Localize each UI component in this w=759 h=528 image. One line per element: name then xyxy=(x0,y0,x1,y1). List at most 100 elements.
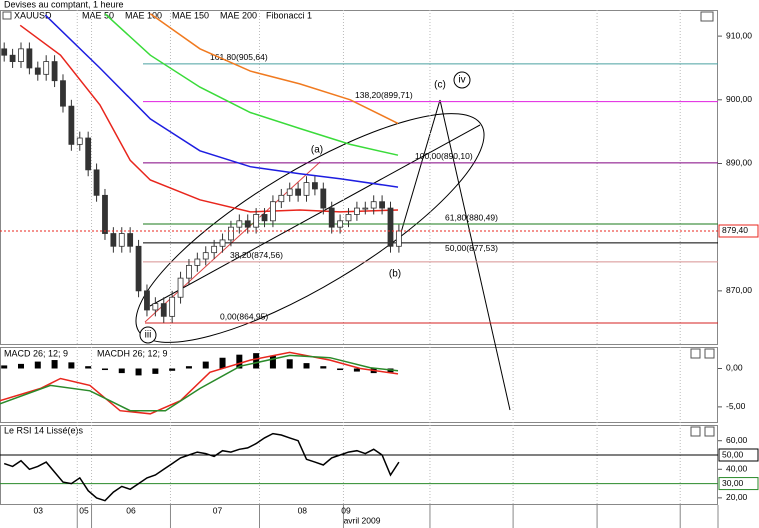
candle-body xyxy=(261,214,268,222)
plot-area xyxy=(0,347,681,423)
candle-body xyxy=(60,80,66,107)
candle-body xyxy=(295,188,302,196)
fib-label: 50,00(877,53) xyxy=(445,243,498,253)
histogram-bar xyxy=(135,368,142,376)
fib-label: 0,00(864,95) xyxy=(220,311,268,321)
candle-body xyxy=(202,252,209,260)
candle-body xyxy=(253,214,260,228)
histogram-bar xyxy=(353,368,360,372)
moving-average xyxy=(149,13,399,125)
candle-body xyxy=(278,194,285,203)
histogram-bar xyxy=(253,353,260,369)
window-button[interactable] xyxy=(690,348,701,359)
indicator-line xyxy=(3,432,400,502)
level-label: 30,00 xyxy=(722,478,744,488)
candle-body xyxy=(102,194,108,234)
wave-label: iii xyxy=(145,330,152,341)
candle-body xyxy=(211,245,218,254)
window-button[interactable] xyxy=(700,11,714,22)
wave-circle xyxy=(453,71,471,89)
wave-circle xyxy=(139,326,157,344)
histogram-bar xyxy=(337,368,344,371)
candle-body xyxy=(219,239,226,247)
plot-area xyxy=(0,425,718,505)
candle-body xyxy=(68,105,75,145)
window-button[interactable] xyxy=(690,426,701,437)
y-tick-label: 900,00 xyxy=(726,94,752,104)
histogram-bar xyxy=(118,368,125,374)
candle-body xyxy=(387,207,394,247)
x-tick-label: 09 xyxy=(341,505,351,515)
fib-label: 61,80(880,49) xyxy=(445,212,498,222)
drawings xyxy=(135,99,485,343)
last-price-box xyxy=(718,224,759,238)
candle-body xyxy=(362,207,369,210)
level-label: 50,00 xyxy=(722,449,744,459)
candle-body xyxy=(85,137,92,171)
close-button[interactable] xyxy=(704,348,715,359)
symbol-icon xyxy=(2,11,12,20)
y-tick-label: 40,00 xyxy=(726,464,748,474)
plot-area: 161,80(905,64) 138,20(899,71) 100,00(890,1… xyxy=(1,10,718,345)
fib-label: 138,20(899,71) xyxy=(355,90,413,100)
rsi-frame xyxy=(0,425,718,505)
close-button[interactable] xyxy=(704,426,715,437)
wave-label: (b) xyxy=(389,269,401,280)
candle-body xyxy=(270,201,276,222)
legend-entry: MAE 200 xyxy=(220,10,257,20)
candle-body xyxy=(395,230,402,247)
histogram-bar xyxy=(185,366,192,369)
candle-body xyxy=(144,290,150,311)
candle-body xyxy=(152,303,159,311)
candle-body xyxy=(93,169,100,196)
candle-body xyxy=(177,277,184,298)
legend-rsi: Le RSI 14 Lissé(e)s xyxy=(4,425,84,435)
wave-label: (a) xyxy=(311,145,323,156)
legend-entry: MAE 50 xyxy=(82,10,114,20)
y-tick-label: 870,00 xyxy=(726,285,752,295)
legend-entry: MAE 100 xyxy=(125,10,162,20)
histogram-bar xyxy=(269,355,276,369)
legend-fibonacci: Fibonacci 1 xyxy=(266,10,312,20)
histogram-bar xyxy=(68,362,75,369)
fib-label: 100,00(890,10) xyxy=(415,151,473,161)
chart-title: Devises au comptant, 1 heure xyxy=(4,0,124,9)
y-tick-label: -5,00 xyxy=(726,401,746,411)
indicator-line xyxy=(0,354,399,412)
histogram-bar xyxy=(17,363,24,369)
candle-body xyxy=(320,188,327,209)
histogram-bar xyxy=(152,368,159,374)
ellipse xyxy=(135,113,485,343)
candle-body xyxy=(236,220,243,228)
moving-average xyxy=(44,14,399,188)
x-tick-label: 08 xyxy=(298,505,308,515)
candle-body xyxy=(194,258,201,266)
candle-body xyxy=(26,48,33,69)
candle-body xyxy=(303,182,310,196)
wave-label: iv xyxy=(458,75,465,86)
candle-body xyxy=(127,233,134,247)
x-tick-label: 06 xyxy=(126,505,136,515)
candle-body xyxy=(328,207,335,228)
candle-body xyxy=(1,48,8,56)
candle-body xyxy=(118,233,125,247)
histogram-bar xyxy=(101,368,108,371)
candle-body xyxy=(379,201,385,209)
fib-label: 38,20(874,56) xyxy=(230,250,283,260)
legend-macd: MACD 26; 12; 9 xyxy=(4,348,68,358)
candle-body xyxy=(286,188,293,196)
histogram-bar xyxy=(169,368,176,371)
candle-body xyxy=(370,201,377,209)
y-tick-label: 20,00 xyxy=(726,492,748,502)
candle-body xyxy=(228,226,234,241)
histogram-bar xyxy=(202,361,209,369)
wave-label: (c) xyxy=(434,80,446,91)
candle-body xyxy=(51,61,58,82)
candle-body xyxy=(186,264,192,279)
x-tick-label: 05 xyxy=(79,505,89,515)
candle-body xyxy=(43,61,50,75)
x-tick-label: 03 xyxy=(33,505,43,515)
y-tick-label: 910,00 xyxy=(726,30,752,40)
histogram-bar xyxy=(85,366,92,369)
price-frame xyxy=(0,10,718,345)
